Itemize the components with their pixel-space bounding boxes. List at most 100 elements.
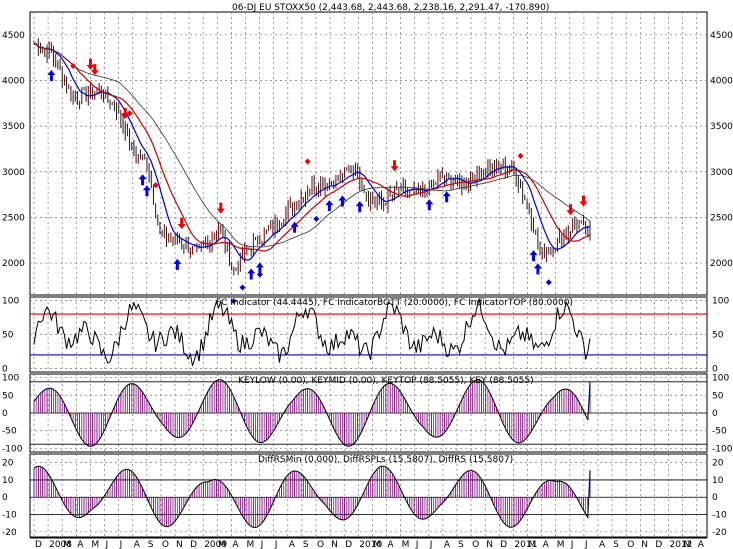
y-tick-label-right: 0 <box>712 365 718 375</box>
x-tick-label: S <box>613 540 619 549</box>
x-tick-label: N <box>176 540 183 549</box>
y-tick-label-right: 0 <box>712 409 718 419</box>
y-tick-label-left: 3000 <box>2 168 25 178</box>
buy-arrow-icon <box>425 199 434 211</box>
y-tick-label-left: 50 <box>2 391 14 401</box>
y-tick-label-right: 50 <box>712 391 724 401</box>
y-tick-label-right: 2500 <box>710 213 733 223</box>
buy-arrow-icon <box>247 268 256 280</box>
y-tick-label-right: -100 <box>712 444 733 454</box>
x-tick-label: 2012 <box>670 540 693 549</box>
buy-diamond-icon <box>545 279 552 286</box>
panel-title-fc: FC Indicator (44.4445), FC IndicatorBOTT… <box>216 298 573 308</box>
x-tick-label: 2008 <box>49 540 72 549</box>
sell-arrow-icon <box>90 64 99 76</box>
x-tick-label: S <box>303 540 309 549</box>
buy-diamond-icon <box>230 298 237 305</box>
y-tick-label-left: 2500 <box>2 213 25 223</box>
x-tick-label: A <box>232 540 239 549</box>
x-tick-label: M <box>684 540 692 549</box>
x-tick-label: O <box>162 540 169 549</box>
x-tick-label: A <box>77 540 84 549</box>
fc-indicator-panel <box>30 298 707 366</box>
x-tick-label: A <box>388 540 395 549</box>
x-tick-label: J <box>274 540 278 549</box>
x-tick-label: J <box>260 540 264 549</box>
x-tick-label: A <box>698 540 705 549</box>
panel-title-diffrs: DiffRSMin (0.000), DiffRSPLs (15.5807), … <box>258 455 513 465</box>
x-tick-label: J <box>119 540 123 549</box>
buy-diamond-icon <box>239 284 246 291</box>
y-tick-label-left: 4500 <box>2 31 25 41</box>
sell-arrow-icon <box>177 217 186 229</box>
y-tick-label-right: 50 <box>712 331 724 341</box>
y-tick-label-left: 20 <box>2 459 14 469</box>
buy-diamond-icon <box>313 215 320 222</box>
x-tick-label: M <box>91 540 99 549</box>
buy-arrow-icon <box>47 69 56 81</box>
x-tick-label: M <box>373 540 381 549</box>
buy-arrow-icon <box>173 258 182 270</box>
y-tick-label-left: 0 <box>2 409 8 419</box>
buy-arrow-icon <box>290 221 299 233</box>
x-tick-label: 2009 <box>204 540 227 549</box>
x-tick-label: J <box>570 540 574 549</box>
moving-average-10 <box>33 43 591 261</box>
x-tick-label: A <box>599 540 606 549</box>
sell-arrow-icon <box>390 160 399 172</box>
x-tick-label: A <box>289 540 296 549</box>
sell-diamond-icon <box>126 110 133 117</box>
x-tick-label: N <box>641 540 648 549</box>
sell-arrow-icon <box>121 108 130 120</box>
buy-arrow-icon <box>533 263 542 275</box>
x-tick-label: S <box>458 540 464 549</box>
y-tick-label-right: 3500 <box>710 122 733 132</box>
key-panel <box>30 379 707 447</box>
buy-arrow-icon <box>255 262 264 274</box>
moving-average-20 <box>33 43 591 252</box>
indicator-line <box>33 298 591 366</box>
x-tick-label: M <box>247 540 255 549</box>
diffrs-panel <box>30 465 707 529</box>
price-panel <box>33 38 591 305</box>
indicator-line <box>33 379 591 447</box>
x-tick-label: M <box>63 540 71 549</box>
y-tick-label-right: 20 <box>712 459 724 469</box>
sell-arrow-icon <box>566 204 575 216</box>
indicator-line <box>33 465 591 529</box>
x-tick-label: J <box>584 540 588 549</box>
y-tick-label-left: -10 <box>2 511 17 521</box>
buy-arrow-icon <box>338 195 347 207</box>
x-tick-label: O <box>627 540 634 549</box>
sell-diamond-icon <box>70 62 77 69</box>
y-tick-label-right: -10 <box>712 511 727 521</box>
buy-arrow-icon <box>142 185 151 197</box>
sell-arrow-icon <box>216 202 225 214</box>
y-tick-label-left: 3500 <box>2 122 25 132</box>
y-tick-label-right: 2000 <box>710 259 733 269</box>
y-tick-label-left: 0 <box>2 365 8 375</box>
y-tick-label-left: -20 <box>2 528 17 538</box>
y-tick-label-right: 4000 <box>710 76 733 86</box>
buy-arrow-icon <box>138 174 147 186</box>
y-tick-label-left: 10 <box>2 476 14 486</box>
y-tick-label-left: 2000 <box>2 259 25 269</box>
panel-border <box>29 453 708 538</box>
y-tick-label-right: 0 <box>712 493 718 503</box>
x-tick-label: 2010 <box>359 540 382 549</box>
sell-diamond-icon <box>152 182 159 189</box>
moving-average-40 <box>33 43 591 248</box>
y-tick-label-left: 0 <box>2 493 8 503</box>
sell-diamond-icon <box>304 158 311 165</box>
y-tick-label-right: 3000 <box>710 168 733 178</box>
x-tick-label: M <box>218 540 226 549</box>
y-tick-label-right: 100 <box>712 296 729 306</box>
x-tick-label: J <box>415 540 419 549</box>
y-tick-label-left: 100 <box>2 374 19 384</box>
buy-arrow-icon <box>355 201 364 213</box>
y-tick-label-right: 4500 <box>710 31 733 41</box>
sell-arrow-icon <box>579 195 588 207</box>
